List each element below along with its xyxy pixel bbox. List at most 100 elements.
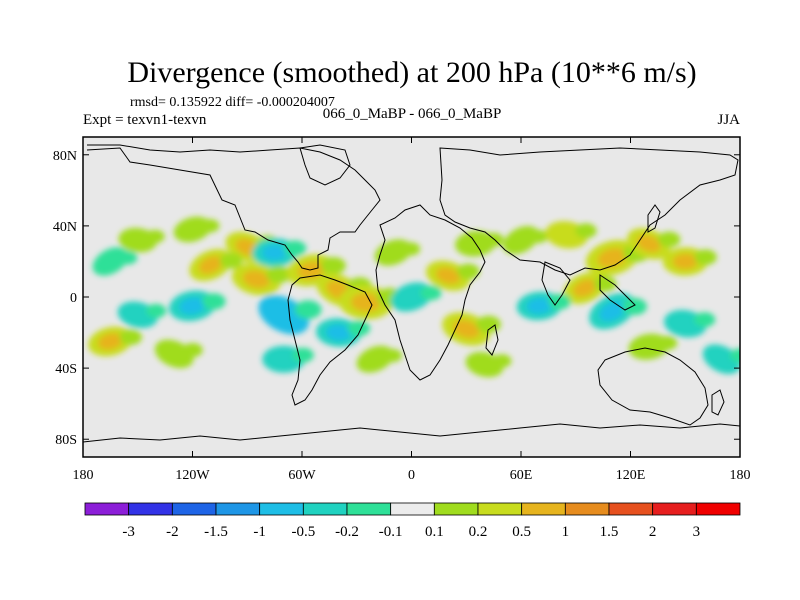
antarctica-outline — [83, 423, 740, 443]
y-tick-label: 40S — [55, 362, 77, 377]
x-tick-label: 60E — [510, 468, 533, 483]
case-label: 066_0_MaBP - 066_0_MaBP — [323, 106, 502, 122]
field-feature — [503, 225, 539, 255]
x-tick-label: 180 — [73, 468, 94, 483]
y-tick-label: 0 — [70, 291, 77, 306]
colorbar-label: 0.2 — [469, 524, 488, 540]
india-outline — [541, 261, 571, 306]
x-tick-label: 120E — [616, 468, 646, 483]
continent-outlines — [83, 144, 740, 443]
colorbar-label: 3 — [693, 524, 701, 540]
colorbar-swatch — [128, 502, 173, 516]
field-feature-fringe — [118, 251, 138, 265]
field-feature-fringe — [347, 320, 371, 337]
colorbar-swatch — [215, 502, 261, 516]
colorbar-label: 1.5 — [600, 524, 619, 540]
field-feature-fringe — [182, 343, 203, 358]
madagascar-outline — [485, 324, 499, 356]
field-feature-core — [242, 270, 270, 289]
colorbar-swatch — [302, 502, 348, 516]
field-feature-fringe — [693, 312, 716, 328]
colorbar-swatch — [84, 502, 130, 516]
colorbar-swatch — [477, 502, 523, 516]
field-feature-core — [326, 324, 351, 341]
field-feature — [702, 344, 740, 375]
field-feature-fringe — [119, 329, 143, 345]
australia-outline — [597, 347, 709, 426]
field-feature-fringe — [492, 354, 512, 368]
greenland-outline — [299, 144, 351, 186]
colorbar-swatch — [695, 502, 741, 516]
field-feature-fringe — [657, 231, 681, 248]
colorbar-swatch — [564, 502, 610, 516]
colorbar-label: 0.1 — [425, 524, 444, 540]
field-feature-fringe — [382, 348, 403, 363]
colorbar-label: -0.1 — [379, 524, 403, 540]
y-tick-label: 80N — [53, 149, 77, 164]
field-feature-core — [453, 319, 480, 339]
stats-label: rmsd= 0.135922 diff= -0.000204007 — [130, 95, 335, 110]
field-feature — [92, 247, 129, 276]
field-feature-core — [672, 253, 698, 270]
field-feature-fringe — [321, 257, 346, 275]
season-label: JJA — [717, 112, 740, 128]
asia-outline — [439, 147, 739, 276]
field-feature-fringe — [292, 347, 314, 363]
x-tick-label: 120W — [175, 468, 210, 483]
field-feature-fringe — [420, 285, 442, 301]
field-feature-fringe — [200, 219, 220, 233]
field-feature-fringe — [294, 300, 322, 320]
y-tick-label: 40N — [53, 220, 77, 235]
field-feature-core — [636, 235, 661, 253]
new-zealand-outline — [711, 389, 725, 416]
colorbar: -3 -2 -1.5 -1 -0.5 -0.2 -0.1 0.1 0.2 0.5 1 1.5 2 3 — [84, 502, 741, 540]
colorbar-label: -0.5 — [291, 524, 315, 540]
colorbar-swatch — [171, 502, 217, 516]
field-feature-core — [199, 256, 223, 274]
field-feature-fringe — [145, 303, 167, 318]
field-feature-fringe — [575, 223, 597, 239]
experiment-label: Expt = texvn1-texvn — [83, 112, 207, 128]
japan-outline — [647, 204, 661, 233]
colorbar-swatch — [521, 502, 566, 516]
divergence-field — [88, 216, 740, 378]
colorbar-label: -1 — [253, 524, 266, 540]
field-feature-fringe — [201, 293, 226, 310]
field-feature-core — [262, 244, 288, 261]
field-feature-core — [435, 267, 461, 284]
colorbar-label: -0.2 — [335, 524, 359, 540]
map-axes: 180 120W 60W 0 60E 120E 180 80N 40N 0 40S 80S — [53, 137, 751, 483]
field-feature-core — [269, 304, 298, 326]
colorbar-swatch — [433, 502, 479, 516]
north-america-outline — [86, 144, 381, 271]
south-america-outline — [287, 274, 373, 406]
chart-title: Divergence (smoothed) at 200 hPa (10**6 … — [127, 56, 696, 89]
field-feature-core — [597, 248, 627, 268]
field-feature-fringe — [400, 242, 421, 256]
field-feature-core — [351, 292, 381, 312]
field-feature-core — [179, 297, 206, 315]
colorbar-label: -3 — [122, 524, 135, 540]
field-feature-fringe — [729, 348, 740, 363]
field-feature-fringe — [145, 229, 165, 244]
colorbar-swatch — [608, 502, 654, 516]
europe-africa-outline — [375, 204, 486, 381]
field-feature-fringe — [656, 335, 678, 350]
field-feature-fringe — [694, 249, 717, 265]
colorbar-label: -1.5 — [204, 524, 228, 540]
field-feature-fringe — [283, 240, 307, 257]
colorbar-label: -2 — [166, 524, 179, 540]
southeast-asia-outline — [599, 274, 636, 311]
field-feature-fringe — [266, 265, 292, 284]
field-feature-fringe — [219, 252, 243, 269]
y-tick-label: 80S — [55, 433, 77, 448]
colorbar-swatch — [259, 502, 304, 516]
x-tick-label: 0 — [408, 468, 415, 483]
colorbar-swatch — [346, 502, 392, 516]
field-feature-fringe — [528, 229, 549, 244]
field-feature-core — [98, 333, 123, 350]
field-feature-fringe — [476, 315, 501, 333]
colorbar-swatch — [390, 502, 435, 516]
colorbar-swatch — [652, 502, 697, 516]
